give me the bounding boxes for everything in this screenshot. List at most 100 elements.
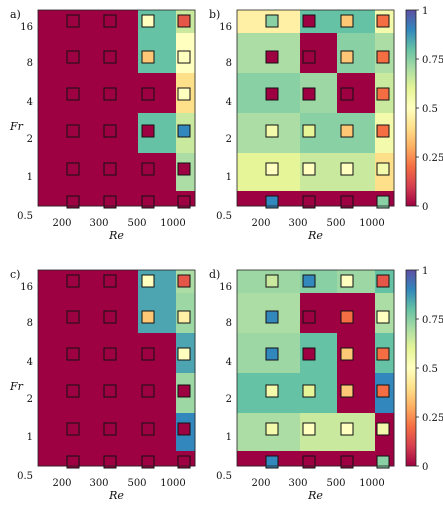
marker-square	[103, 50, 117, 64]
heatmap-cell	[38, 451, 64, 467]
marker-square	[66, 162, 80, 176]
x-tick-label: 300	[288, 478, 307, 489]
marker-square	[141, 384, 155, 398]
colorbar-tick-label: 0.25	[422, 153, 443, 164]
colorbar: 0 0.25 0.5 0.75 1	[405, 6, 443, 213]
marker-square	[103, 310, 117, 324]
heatmap-cell	[38, 413, 64, 452]
marker-square	[66, 195, 80, 209]
marker-square	[265, 455, 279, 469]
panel-label: b)	[209, 8, 220, 21]
heatmap-cell	[38, 270, 64, 294]
x-tick-label: 300	[89, 218, 108, 229]
x-tick-label: 500	[326, 218, 345, 229]
marker-square	[302, 384, 316, 398]
colorbar-tick-label: 0	[422, 202, 428, 213]
y-tick-label: 0.5	[216, 211, 232, 222]
marker-square	[376, 422, 390, 436]
y-tick-label: 2	[27, 394, 33, 405]
marker-square	[302, 14, 316, 28]
heatmap-cell	[38, 333, 64, 374]
marker-square	[141, 422, 155, 436]
heatmap-cell	[38, 33, 64, 74]
x-tick-label: 200	[52, 478, 71, 489]
marker-square	[340, 124, 354, 138]
marker-square	[66, 347, 80, 361]
marker-square	[66, 124, 80, 138]
marker-square	[376, 124, 390, 138]
marker-square	[177, 195, 191, 209]
marker-square	[141, 124, 155, 138]
marker-square	[376, 87, 390, 101]
axes-frame	[236, 269, 395, 467]
marker-square	[265, 14, 279, 28]
marker-square	[340, 422, 354, 436]
marker-square	[302, 195, 316, 209]
panel-d: 16 8 4 2 1 0.5 200 300 500 1000 Re d) 0 0.25 0.5 0.75 1	[209, 266, 443, 502]
marker-square	[141, 14, 155, 28]
heatmap-cell	[237, 293, 263, 334]
panel-label: a)	[10, 8, 21, 21]
heatmap-cell	[237, 10, 263, 34]
panel-c: 16 8 4 2 1 0.5 200 300 500 1000 Re Fr c)	[9, 268, 196, 502]
marker-square	[376, 195, 390, 209]
heatmap-cell	[237, 333, 263, 374]
heatmap-cell	[38, 373, 64, 414]
x-tick-label: 1000	[160, 478, 185, 489]
x-tick-label: 300	[288, 218, 307, 229]
x-tick-label: 200	[52, 218, 71, 229]
marker-square	[177, 384, 191, 398]
heatmap-cell	[237, 33, 263, 74]
marker-square	[340, 384, 354, 398]
heatmap-cell	[38, 113, 64, 154]
marker-square	[103, 384, 117, 398]
y-tick-label: 16	[219, 282, 232, 293]
marker-square	[376, 384, 390, 398]
marker-square	[265, 347, 279, 361]
y-tick-label: 2	[226, 394, 232, 405]
x-axis-label: Re	[108, 229, 124, 242]
marker-square	[103, 162, 117, 176]
colorbar-tick-label: 0.25	[422, 413, 443, 424]
y-tick-label: 4	[226, 97, 232, 108]
marker-square	[265, 87, 279, 101]
marker-square	[302, 162, 316, 176]
marker-square	[66, 14, 80, 28]
marker-square	[103, 347, 117, 361]
marker-square	[340, 50, 354, 64]
marker-square	[177, 87, 191, 101]
marker-square	[265, 162, 279, 176]
marker-square	[141, 87, 155, 101]
marker-square	[302, 87, 316, 101]
heatmap-cell	[237, 270, 263, 294]
y-tick-label: 1	[27, 432, 33, 443]
heatmap-cell	[237, 73, 263, 114]
marker-square	[141, 310, 155, 324]
marker-square	[177, 274, 191, 288]
colorbar: 0 0.25 0.5 0.75 1	[405, 266, 443, 473]
marker-square	[141, 50, 155, 64]
marker-square	[376, 455, 390, 469]
marker-square	[66, 422, 80, 436]
marker-square	[177, 455, 191, 469]
y-tick-label: 16	[219, 22, 232, 33]
panel-a: 16 8 4 2 1 0.5 200 300 500 1000 Re Fr a)	[9, 8, 196, 242]
y-tick-label: 0.5	[17, 471, 33, 482]
axes-frame	[37, 9, 196, 207]
y-tick-label: 4	[226, 357, 232, 368]
heatmap-cell	[237, 153, 263, 192]
x-axis-label: Re	[108, 489, 124, 502]
marker-square	[376, 14, 390, 28]
y-tick-label: 8	[27, 318, 33, 329]
heatmap-cell	[38, 153, 64, 192]
marker-square	[66, 50, 80, 64]
marker-square	[103, 87, 117, 101]
marker-square	[302, 455, 316, 469]
marker-square	[141, 347, 155, 361]
colorbar-tick-label: 1	[422, 6, 428, 17]
marker-square	[66, 455, 80, 469]
x-tick-label: 200	[251, 218, 270, 229]
marker-square	[103, 274, 117, 288]
x-tick-label: 1000	[359, 218, 384, 229]
